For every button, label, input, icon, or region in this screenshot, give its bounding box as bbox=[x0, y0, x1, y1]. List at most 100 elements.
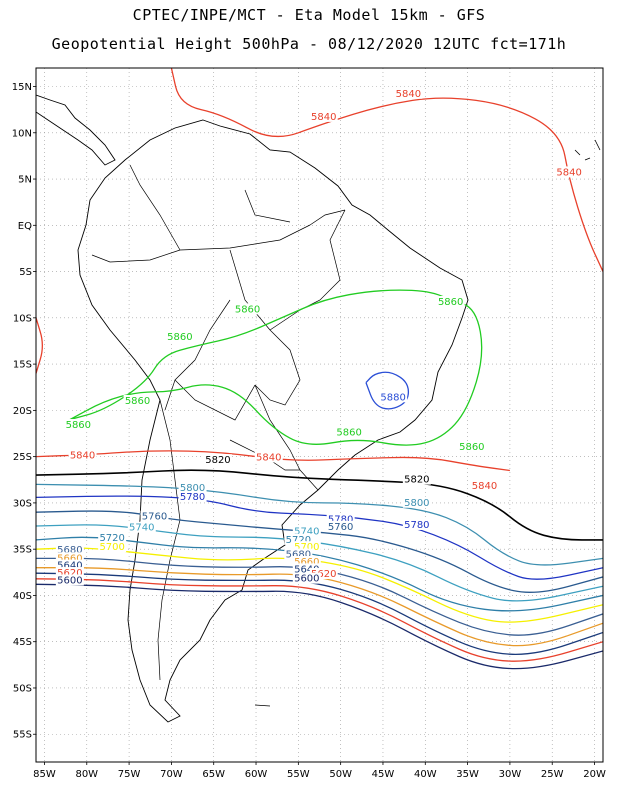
contour-label-bg bbox=[127, 521, 156, 533]
lat-tick-label: 10N bbox=[12, 128, 32, 139]
contour-label-bg bbox=[394, 87, 423, 99]
contour-label-bg bbox=[68, 449, 97, 461]
contour-label-5840: 5840 bbox=[256, 452, 281, 463]
contour-label-bg bbox=[326, 520, 355, 532]
contour-label-bg bbox=[254, 451, 283, 463]
contour-label-5860: 5860 bbox=[125, 396, 150, 407]
contour-label-5840: 5840 bbox=[311, 112, 336, 123]
contour-label-bg bbox=[55, 559, 84, 571]
lat-tick-label: 55S bbox=[13, 730, 32, 741]
contour-label-5720: 5720 bbox=[286, 535, 311, 546]
contour-5840 bbox=[36, 317, 43, 374]
contour-label-bg bbox=[470, 480, 499, 492]
contour-5880 bbox=[365, 371, 410, 410]
contour-label-bg bbox=[292, 555, 321, 567]
lon-tick-label: 20W bbox=[583, 769, 606, 780]
lat-tick-label: 45S bbox=[13, 637, 32, 648]
islands bbox=[254, 139, 601, 707]
contour-label-5780: 5780 bbox=[328, 514, 353, 525]
contour-label-5780: 5780 bbox=[404, 520, 429, 531]
contour-5800 bbox=[36, 483, 603, 566]
contour-label-5880: 5880 bbox=[380, 392, 405, 403]
contour-label-5640: 5640 bbox=[57, 561, 82, 572]
contour-label-5840: 5840 bbox=[70, 451, 95, 462]
contour-label-bg bbox=[309, 110, 338, 122]
lat-tick-label: 5N bbox=[18, 175, 32, 186]
contour-label-bg bbox=[98, 541, 127, 553]
contour-label-bg bbox=[233, 303, 262, 315]
contour-label-5680: 5680 bbox=[57, 545, 82, 556]
contour-5840 bbox=[170, 68, 603, 272]
contour-label-5720: 5720 bbox=[99, 533, 124, 544]
contour-label-bg bbox=[292, 525, 321, 537]
axis-ticks: 15N 10N 5N EQ 5S 10S 15S 20S 25S 30S 35S 40S 45S 50S 5… bbox=[12, 82, 606, 780]
lon-tick-label: 35W bbox=[456, 769, 479, 780]
contour-label-bg bbox=[123, 394, 152, 406]
contour-label-5800: 5800 bbox=[404, 498, 429, 509]
contour-label-bg bbox=[178, 491, 207, 503]
lon-tick-label: 75W bbox=[118, 769, 141, 780]
contour-label-5600: 5600 bbox=[57, 575, 82, 586]
lat-tick-label: 50S bbox=[13, 683, 32, 694]
contour-label-bg bbox=[326, 513, 355, 525]
contour-label-bg bbox=[64, 419, 93, 431]
contour-label-bg bbox=[55, 574, 84, 586]
contour-label-5680: 5680 bbox=[286, 550, 311, 561]
contour-label-5640: 5640 bbox=[294, 564, 319, 575]
grid-lines bbox=[36, 68, 603, 762]
contour-label-5760: 5760 bbox=[142, 512, 167, 523]
contour-label-5860: 5860 bbox=[438, 297, 463, 308]
contour-label-bg bbox=[98, 531, 127, 543]
contour-label-5860: 5860 bbox=[459, 442, 484, 453]
contour-label-5740: 5740 bbox=[129, 523, 154, 534]
contour-label-5860: 5860 bbox=[66, 420, 91, 431]
contour-5640 bbox=[36, 572, 603, 655]
contour-label-bg bbox=[309, 568, 338, 580]
lat-tick-label: 15S bbox=[13, 360, 32, 371]
contour-label-5660: 5660 bbox=[294, 557, 319, 568]
lon-tick-label: 30W bbox=[499, 769, 522, 780]
contour-label-bg bbox=[55, 543, 84, 555]
contour-label-5860: 5860 bbox=[167, 332, 192, 343]
contour-labels: 5840 5840 5840 5860 5860 5860 5860 5860 5860 5860… bbox=[55, 87, 584, 586]
contour-label-5820: 5820 bbox=[404, 475, 429, 486]
contour-label-bg bbox=[292, 563, 321, 575]
lat-tick-label: 15N bbox=[12, 82, 32, 93]
lat-tick-label: 35S bbox=[13, 545, 32, 556]
country-borders bbox=[91, 164, 346, 681]
contour-5620 bbox=[36, 578, 603, 662]
plot-frame bbox=[35, 67, 604, 763]
contour-label-bg bbox=[436, 295, 465, 307]
lat-tick-label: 25S bbox=[13, 452, 32, 463]
contour-label-bg bbox=[457, 441, 486, 453]
lon-tick-label: 25W bbox=[541, 769, 564, 780]
contour-label-5840: 5840 bbox=[556, 167, 581, 178]
contour-label-bg bbox=[284, 548, 313, 560]
contour-label-bg bbox=[402, 473, 431, 485]
lat-tick-label: 20S bbox=[13, 406, 32, 417]
contour-label-bg bbox=[292, 541, 321, 553]
lat-tick-label: 30S bbox=[13, 498, 32, 509]
contour-label-bg bbox=[335, 426, 364, 438]
lat-tick-label: 5S bbox=[19, 267, 32, 278]
contour-label-bg bbox=[555, 166, 584, 178]
contour-label-5700: 5700 bbox=[99, 542, 124, 553]
contour-label-5600: 5600 bbox=[294, 574, 319, 585]
coastline-borders bbox=[36, 94, 601, 723]
contour-5600 bbox=[36, 583, 603, 670]
lat-tick-label: 40S bbox=[13, 591, 32, 602]
contour-label-bg bbox=[178, 481, 207, 493]
map-subtitle: Geopotential Height 500hPa - 08/12/2020 … bbox=[51, 35, 567, 53]
contour-label-bg bbox=[402, 496, 431, 508]
contour-label-bg bbox=[55, 567, 84, 579]
contour-label-5840: 5840 bbox=[472, 481, 497, 492]
contour-label-5860: 5860 bbox=[235, 304, 260, 315]
contour-label-5740: 5740 bbox=[294, 526, 319, 537]
contour-label-bg bbox=[203, 454, 232, 466]
lon-tick-label: 45W bbox=[372, 769, 395, 780]
contour-label-5780: 5780 bbox=[180, 492, 205, 503]
lon-tick-label: 50W bbox=[329, 769, 352, 780]
lon-tick-label: 55W bbox=[287, 769, 310, 780]
contour-label-5860: 5860 bbox=[336, 427, 361, 438]
